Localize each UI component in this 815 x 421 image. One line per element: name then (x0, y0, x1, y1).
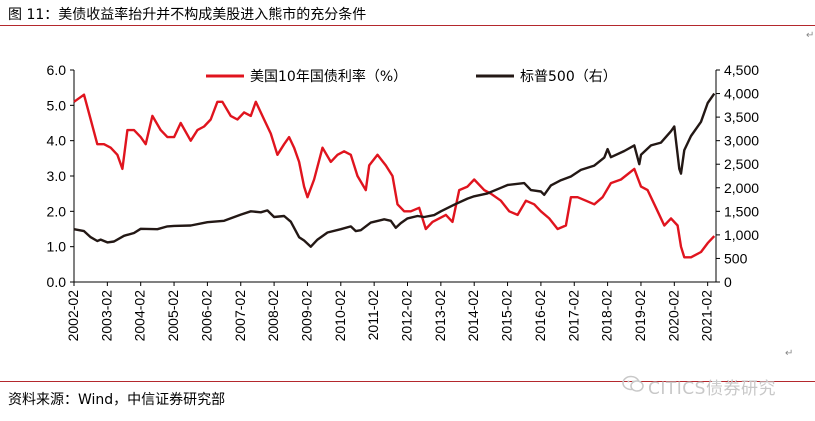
right-tick-label: 2,000 (724, 180, 759, 196)
x-tick-label: 2021-02 (699, 290, 715, 342)
bottom-rule (0, 381, 815, 382)
x-tick-label: 2009-02 (298, 290, 314, 342)
x-tick-label: 2014-02 (465, 290, 481, 342)
left-tick-label: 6.0 (47, 62, 67, 78)
figure-caption-bar: 图 11：美债收益率抬升并不构成美股进入熊市的充分条件 (0, 0, 815, 26)
x-tick-label: 2016-02 (532, 290, 548, 342)
x-tick-label: 2017-02 (565, 290, 581, 342)
right-tick-label: 1,500 (724, 203, 759, 219)
right-tick-label: 3,000 (724, 133, 759, 149)
left-tick-label: 1.0 (47, 239, 67, 255)
x-tick-label: 2011-02 (365, 290, 381, 341)
top-rule (0, 25, 815, 26)
x-tick-label: 2019-02 (632, 290, 648, 342)
right-tick-label: 500 (724, 250, 748, 266)
left-tick-label: 2.0 (47, 203, 67, 219)
x-tick-label: 2006-02 (198, 290, 214, 342)
figure-title: 图 11：美债收益率抬升并不构成美股进入熊市的充分条件 (8, 7, 367, 23)
source-note: 资料来源：Wind，中信证券研究部 (8, 392, 226, 408)
x-tick-label: 2015-02 (499, 290, 515, 342)
right-tick-label: 1,000 (724, 227, 759, 243)
x-tick-label: 2005-02 (165, 290, 181, 342)
x-tick-label: 2003-02 (98, 290, 114, 342)
wechat-icon (622, 375, 644, 392)
left-tick-label: 4.0 (47, 133, 67, 149)
x-tick-label: 2007-02 (232, 290, 248, 342)
x-tick-label: 2018-02 (599, 290, 615, 342)
x-tick-label: 2020-02 (665, 290, 681, 342)
watermark: CITICS债券研究 (622, 373, 797, 399)
x-tick-label: 2012-02 (399, 290, 415, 342)
x-tick-label: 2008-02 (265, 290, 281, 342)
left-tick-label: 5.0 (47, 97, 67, 113)
x-tick-label: 2004-02 (132, 290, 148, 342)
watermark-text: CITICS债券研究 (648, 379, 776, 399)
x-tick-label: 2010-02 (332, 290, 348, 342)
paragraph-mark-top: ↵ (806, 30, 815, 41)
right-tick-label: 3,500 (724, 109, 759, 125)
paragraph-mark-mid: ↵ (785, 348, 794, 359)
left-tick-label: 0.0 (47, 274, 67, 290)
series-line-10y-yield (73, 93, 716, 259)
right-tick-label: 4,500 (724, 62, 759, 78)
left-tick-label: 3.0 (47, 168, 67, 184)
series-line-sp500 (73, 92, 716, 248)
legend-label-10y-yield: 美国10年国债利率（%） (250, 68, 407, 85)
x-tick-label: 2002-02 (65, 290, 81, 342)
x-tick-label: 2013-02 (432, 290, 448, 342)
right-tick-label: 4,000 (724, 86, 759, 102)
legend-label-sp500: 标普500（右） (520, 69, 617, 85)
line-chart: 0.0 1.0 2.0 3.0 4.0 5.0 6.0 0 500 1,000 1,500 2,000… (47, 62, 760, 342)
right-tick-label: 2,500 (724, 156, 759, 172)
right-tick-label: 0 (724, 274, 732, 290)
